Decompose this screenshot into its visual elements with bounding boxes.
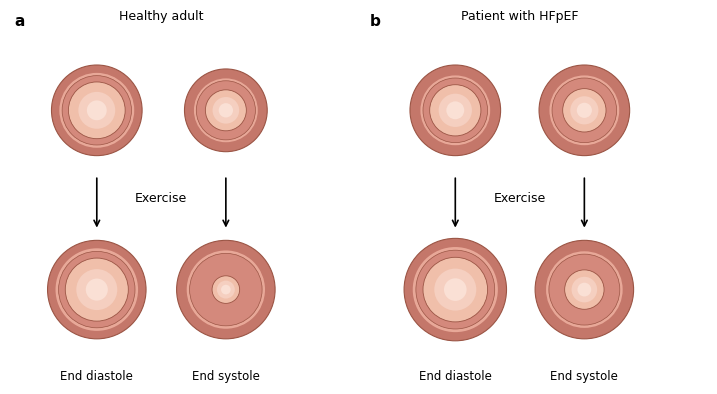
Ellipse shape [59,251,135,328]
Text: End systole: End systole [551,370,618,383]
Ellipse shape [539,65,630,156]
Ellipse shape [565,270,604,309]
Ellipse shape [570,96,599,125]
Ellipse shape [410,65,500,156]
Text: Healthy adult: Healthy adult [119,10,204,23]
Ellipse shape [423,78,488,143]
Ellipse shape [60,73,134,148]
Ellipse shape [446,101,465,119]
Ellipse shape [219,103,233,117]
Ellipse shape [413,247,498,332]
Ellipse shape [429,85,481,136]
Ellipse shape [217,281,235,299]
Ellipse shape [571,277,597,303]
Ellipse shape [65,258,128,321]
Ellipse shape [576,103,592,118]
Ellipse shape [404,238,506,341]
Ellipse shape [212,276,239,303]
Ellipse shape [87,100,107,120]
Ellipse shape [439,94,472,127]
Text: End diastole: End diastole [60,370,133,383]
Ellipse shape [68,82,125,139]
Ellipse shape [563,89,606,132]
Text: Patient with HFpEF: Patient with HFpEF [461,10,579,23]
Ellipse shape [86,279,108,301]
Ellipse shape [212,97,239,124]
Ellipse shape [552,78,617,143]
Ellipse shape [423,257,488,322]
Ellipse shape [62,76,131,145]
Ellipse shape [205,90,247,131]
Ellipse shape [176,240,275,339]
Text: End diastole: End diastole [419,370,492,383]
Text: End systole: End systole [192,370,260,383]
Ellipse shape [546,251,622,328]
Ellipse shape [196,81,255,140]
Ellipse shape [55,248,138,331]
Ellipse shape [52,65,142,156]
Ellipse shape [435,269,476,310]
Text: Exercise: Exercise [494,193,546,205]
Ellipse shape [416,250,495,329]
Text: b: b [369,14,380,29]
Ellipse shape [420,75,490,145]
Text: Exercise: Exercise [136,193,187,205]
Ellipse shape [184,69,267,152]
Ellipse shape [535,240,634,339]
Ellipse shape [444,278,467,301]
Ellipse shape [549,75,619,145]
Ellipse shape [221,285,231,294]
Ellipse shape [78,92,115,129]
Ellipse shape [76,269,118,310]
Ellipse shape [194,78,258,142]
Ellipse shape [189,253,262,326]
Ellipse shape [549,254,619,325]
Text: a: a [14,14,24,29]
Ellipse shape [577,283,592,297]
Ellipse shape [47,240,146,339]
Ellipse shape [186,251,265,329]
